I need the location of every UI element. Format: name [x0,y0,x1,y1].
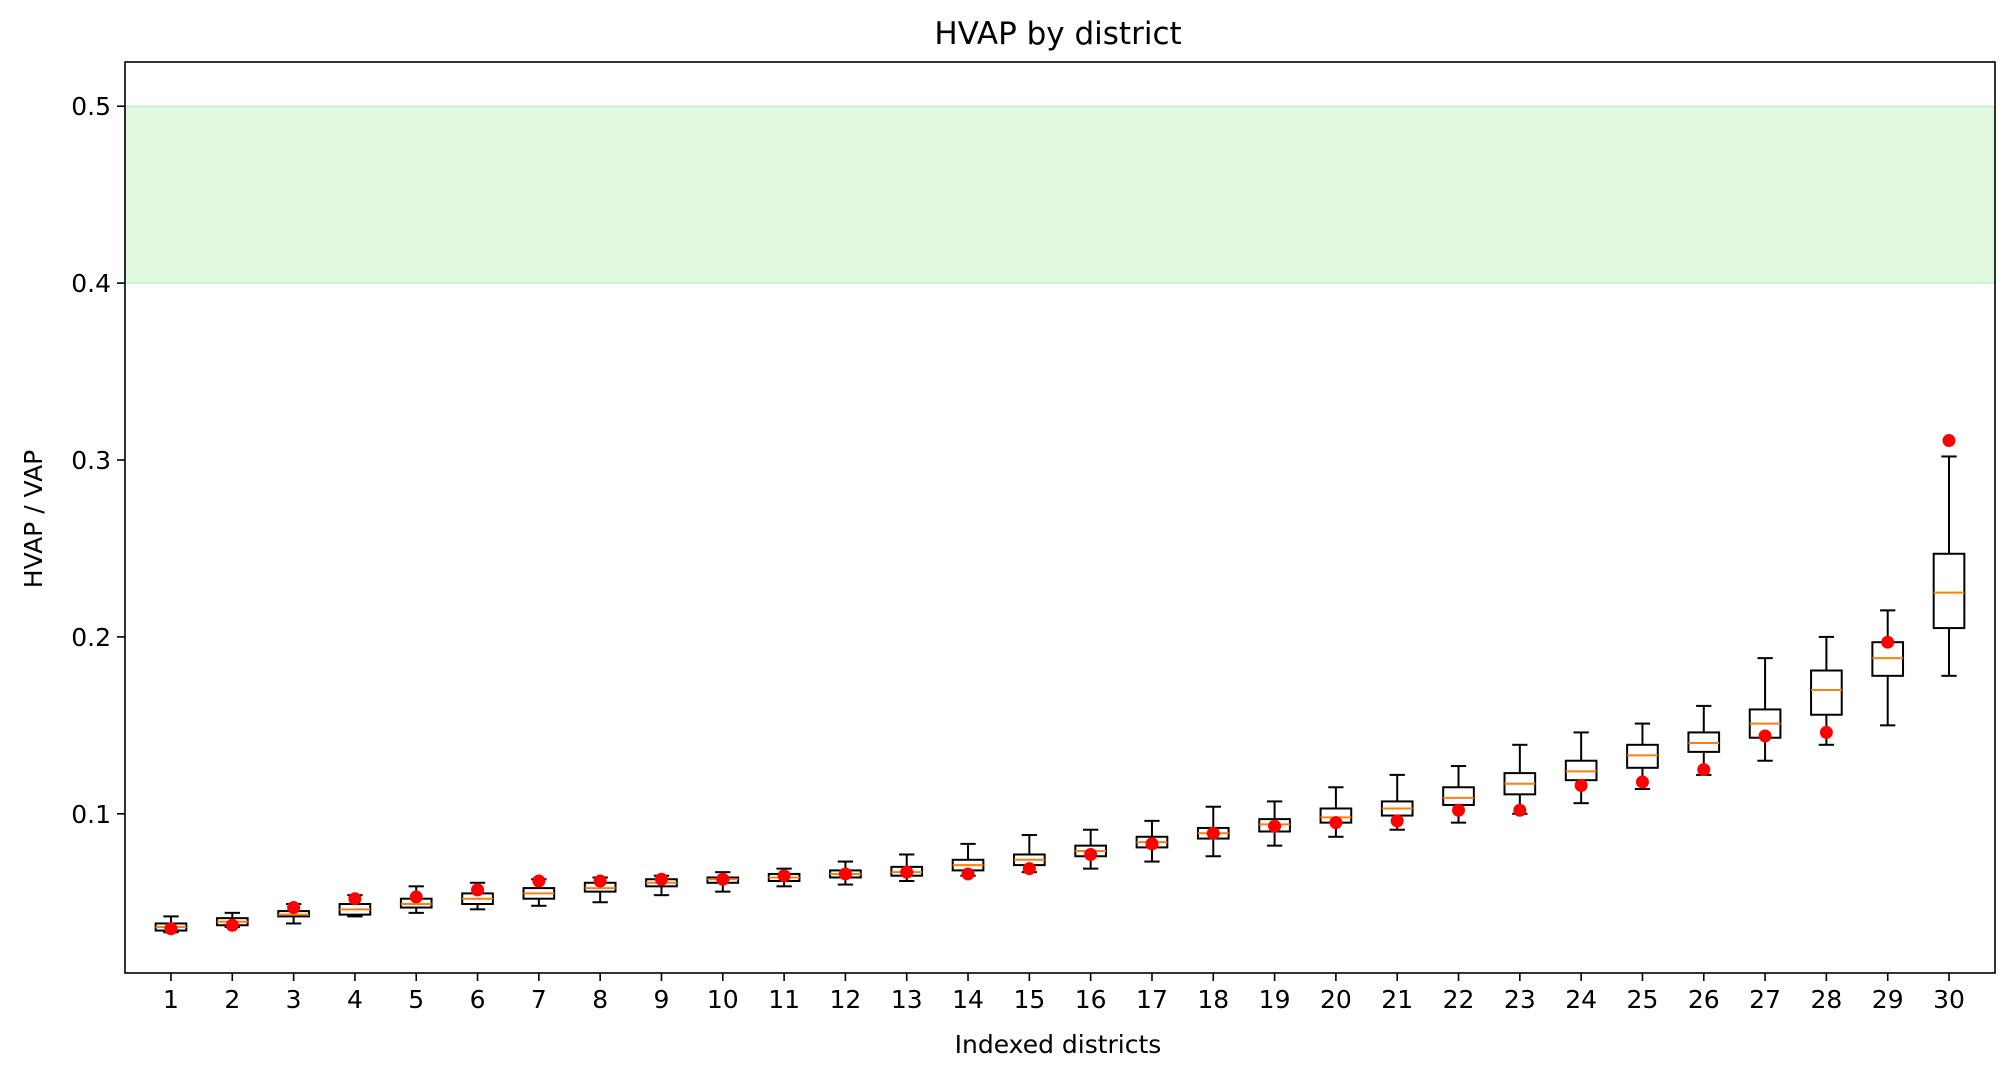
enacted-point-23 [1513,803,1527,817]
enacted-point-27 [1758,729,1772,743]
x-tick-label: 16 [1075,985,1107,1014]
enacted-point-layer [164,434,1956,936]
x-tick-label: 12 [830,985,862,1014]
enacted-point-3 [287,901,301,915]
box-30 [1932,455,1966,677]
enacted-point-10 [716,872,730,886]
enacted-point-2 [225,918,239,932]
enacted-point-9 [654,872,668,886]
enacted-point-18 [1206,826,1220,840]
y-tick-label: 0.3 [71,446,111,475]
enacted-point-12 [838,867,852,881]
enacted-point-4 [348,892,362,906]
x-tick-label: 27 [1749,985,1781,1014]
enacted-point-7 [532,874,546,888]
x-tick-label: 1 [163,985,179,1014]
x-tick-label: 15 [1013,985,1045,1014]
iqr-box [1810,669,1843,716]
x-tick-label: 13 [891,985,923,1014]
x-tick-label: 26 [1688,985,1720,1014]
x-tick-label: 9 [654,985,670,1014]
enacted-point-22 [1452,803,1466,817]
enacted-point-17 [1145,837,1159,851]
chart-title: HVAP by district [934,16,1181,52]
x-tick-label: 3 [286,985,302,1014]
x-tick-label: 19 [1259,985,1291,1014]
x-tick-label: 6 [470,985,486,1014]
x-tick-label: 7 [531,985,547,1014]
x-tick-label: 17 [1136,985,1168,1014]
box-19 [1258,800,1291,847]
enacted-point-6 [471,883,485,897]
x-tick-label: 11 [768,985,800,1014]
x-tick-label: 18 [1197,985,1229,1014]
target-band-layer [124,105,1996,284]
enacted-point-5 [409,890,423,904]
x-tick-label: 20 [1320,985,1352,1014]
x-tick-label: 10 [707,985,739,1014]
plot-frame [124,61,1996,974]
x-axis-label: Indexed districts [955,1030,1162,1059]
x-tick-label: 30 [1933,985,1965,1014]
enacted-point-20 [1329,816,1343,830]
x-tick-label: 5 [408,985,424,1014]
enacted-point-30 [1942,434,1956,448]
y-tick-label: 0.1 [71,800,111,829]
target-band [124,105,1996,284]
y-tick-label: 0.4 [71,269,111,298]
enacted-point-28 [1819,725,1833,739]
enacted-point-25 [1635,775,1649,789]
y-tick-label: 0.2 [71,623,111,652]
x-tick-label: 25 [1627,985,1659,1014]
enacted-point-26 [1697,763,1711,777]
x-tick-label: 28 [1810,985,1842,1014]
iqr-box [1932,552,1966,630]
enacted-point-14 [961,867,975,881]
x-tick-label: 14 [952,985,984,1014]
enacted-point-11 [777,869,791,883]
y-axis-label: HVAP / VAP [19,450,48,588]
enacted-point-13 [900,865,914,879]
x-tick-label: 23 [1504,985,1536,1014]
x-tick-label: 21 [1381,985,1413,1014]
enacted-point-19 [1268,819,1282,833]
x-tick-label: 22 [1443,985,1475,1014]
enacted-point-21 [1390,814,1404,828]
enacted-point-8 [593,874,607,888]
enacted-point-29 [1881,635,1895,649]
x-tick-label: 4 [347,985,363,1014]
enacted-point-24 [1574,778,1588,792]
x-tick-label: 29 [1872,985,1904,1014]
enacted-point-15 [1022,862,1036,876]
axis-tick-layer: 0.10.20.30.40.51 2 3 4 5 6 7 8 9 10 11 12 13 14 15 16 17… [71,92,1965,1014]
enacted-point-16 [1084,847,1098,861]
x-tick-label: 8 [592,985,608,1014]
box-29 [1871,609,1905,727]
x-tick-label: 24 [1565,985,1597,1014]
y-tick-label: 0.5 [71,92,111,121]
enacted-point-1 [164,922,178,936]
x-tick-label: 2 [224,985,240,1014]
